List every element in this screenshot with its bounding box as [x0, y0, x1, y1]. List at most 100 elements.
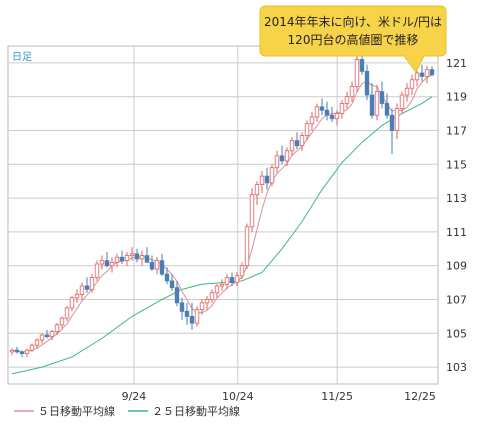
candle-body: [24, 349, 30, 354]
candle-body: [239, 265, 245, 277]
candle-body: [224, 277, 230, 285]
callout-bubble: [259, 5, 447, 73]
candle-body: [69, 297, 75, 309]
candle-body: [389, 114, 395, 131]
x-tick-label: 11/25: [321, 390, 353, 403]
candle-body: [424, 69, 430, 77]
x-tick-label: 10/24: [222, 390, 254, 403]
candle-body: [264, 175, 270, 184]
candle-body: [404, 87, 410, 96]
candle-body: [204, 299, 210, 304]
ma5-line: [11, 74, 433, 353]
candle-body: [234, 275, 240, 283]
candle-body: [174, 287, 180, 304]
candle-body: [169, 280, 175, 289]
candles: [9, 49, 435, 357]
candle-body: [399, 94, 405, 109]
candle-body: [79, 285, 85, 295]
candle-body: [74, 294, 80, 299]
candle-body: [294, 140, 300, 147]
candle-body: [279, 155, 285, 162]
candle-body: [184, 310, 190, 317]
y-tick-label: 115: [446, 158, 467, 171]
candle-body: [54, 324, 60, 333]
candle-body: [374, 91, 380, 116]
candle-body: [309, 116, 315, 125]
y-axis-ticks: 103 105 107 109 111 113 115 117 119 121: [446, 57, 467, 374]
candle-body: [334, 113, 340, 120]
candle-body: [284, 150, 290, 162]
period-label: 日足: [12, 51, 32, 63]
candle-body: [159, 260, 165, 275]
candle-body: [34, 339, 40, 346]
candle-body: [409, 79, 415, 89]
candle-body: [394, 108, 400, 131]
annotation-line-2: 120円台の高値圏で推移: [288, 32, 419, 47]
candle-body: [89, 277, 95, 290]
y-tick-label: 105: [446, 327, 467, 340]
y-tick-label: 119: [446, 91, 467, 104]
y-tick-label: 103: [446, 361, 467, 374]
candle-body: [44, 334, 50, 338]
candle-body: [164, 273, 170, 282]
ma25-layer: [11, 96, 433, 375]
y-tick-label: 121: [446, 57, 467, 70]
candle-body: [14, 349, 20, 353]
candle-body: [154, 260, 160, 270]
candle-body: [19, 351, 25, 354]
candle-body: [274, 155, 280, 169]
candle-body: [189, 315, 195, 324]
annotation-line-1: 2014年年末に向け、米ドル/円は: [264, 14, 442, 29]
candle-body: [194, 309, 200, 324]
candle-body: [324, 109, 330, 116]
plot-area: [7, 45, 439, 385]
grid: [8, 46, 438, 384]
candle-body: [149, 261, 155, 270]
candle-body: [199, 302, 205, 311]
candle-body: [384, 103, 390, 116]
candle-body: [179, 302, 185, 312]
candle-body: [314, 106, 320, 118]
candle-body: [139, 255, 145, 260]
candle-body: [114, 256, 120, 263]
x-tick-label: 12/25: [404, 390, 436, 403]
candle-body: [354, 59, 360, 87]
y-tick-label: 111: [446, 226, 467, 239]
candle-body: [289, 140, 295, 152]
candle-body: [39, 334, 45, 341]
candle-body: [64, 307, 70, 319]
candle-body: [359, 59, 365, 72]
candle-body: [429, 69, 435, 76]
candle-body: [29, 344, 35, 351]
x-tick-label: 9/24: [122, 390, 147, 403]
x-axis-ticks: 9/24 10/24 11/25 12/25: [122, 390, 436, 403]
candle-body: [254, 184, 260, 196]
candle-body: [144, 255, 150, 263]
y-tick-label: 117: [446, 125, 467, 138]
ma25-line: [11, 96, 433, 375]
candle-body: [339, 103, 345, 114]
candle-body: [304, 123, 310, 136]
candle-body: [59, 317, 65, 326]
candle-body: [419, 72, 425, 77]
legend: ５日移動平均線 ２５日移動平均線: [14, 404, 240, 418]
candle-body: [329, 114, 335, 120]
candle-body: [344, 96, 350, 104]
candle-body: [134, 253, 140, 260]
candle-body: [229, 277, 235, 283]
candle-body: [349, 86, 355, 98]
legend-label-ma5: ５日移動平均線: [38, 404, 115, 418]
candle-body: [244, 226, 250, 267]
candle-body: [299, 135, 305, 147]
candle-body: [119, 256, 125, 262]
candle-body: [249, 194, 255, 228]
legend-label-ma25: ２５日移動平均線: [152, 404, 240, 418]
candle-body: [104, 260, 110, 267]
candle-body: [369, 94, 375, 116]
candle-body: [364, 70, 370, 96]
candle-body: [9, 349, 15, 353]
candle-body: [209, 292, 215, 300]
candle-body: [124, 255, 130, 262]
candle-body: [129, 253, 135, 256]
